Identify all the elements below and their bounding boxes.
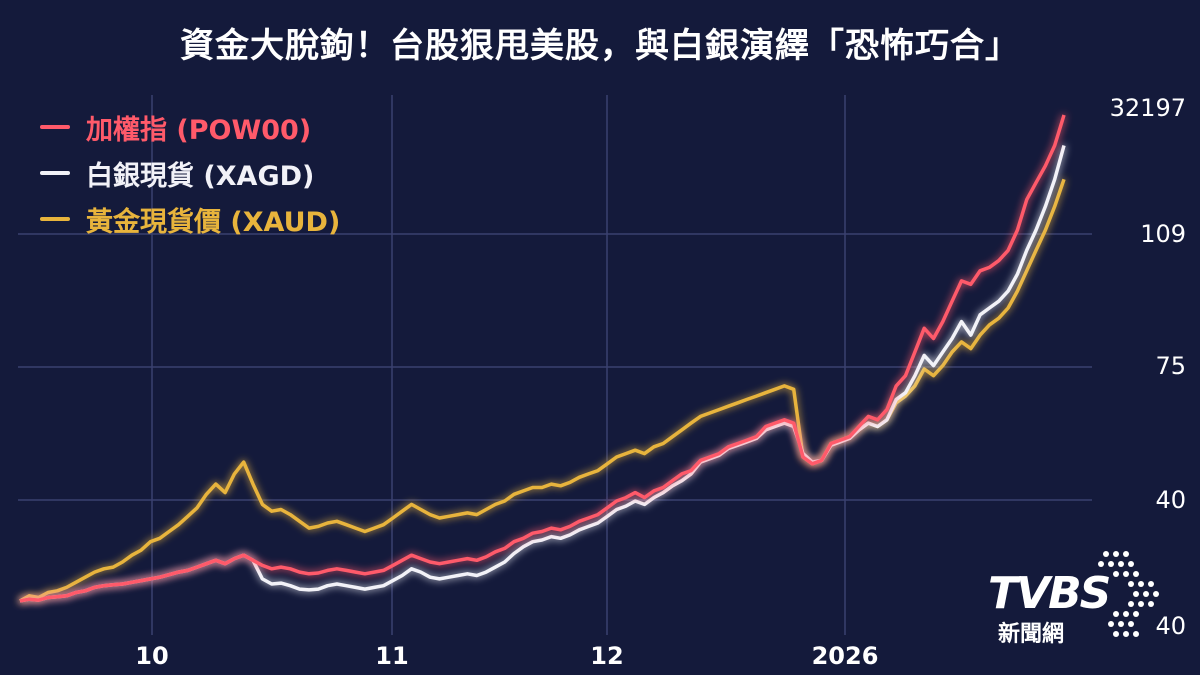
legend-swatch-gold xyxy=(40,217,70,221)
page-title: 資金大脫鉤！台股狠甩美股，與白銀演繹「恐怖巧合」 xyxy=(180,26,1020,66)
chart-legend: 加權指 (POW00) 白銀現貨 (XAGD) 黃金現貨價 (XAUD) xyxy=(40,104,340,242)
x-tick-label: 12 xyxy=(590,642,624,670)
legend-item-gold: 黃金現貨價 (XAUD) xyxy=(40,196,340,242)
legend-label-silver: 白銀現貨 (XAGD) xyxy=(86,160,315,192)
tvbs-logo: TVBS 新聞網 xyxy=(988,548,1168,648)
legend-item-taiex: 加權指 (POW00) xyxy=(40,104,340,150)
legend-label-gold: 黃金現貨價 (XAUD) xyxy=(86,206,341,238)
y-tick-label: 40 xyxy=(1155,612,1186,640)
legend-label-taiex: 加權指 (POW00) xyxy=(86,114,312,146)
y-tick-label: 40 xyxy=(1155,486,1186,514)
x-tick-label: 11 xyxy=(375,642,409,670)
chart-grid xyxy=(18,95,1092,635)
legend-swatch-taiex xyxy=(40,125,70,129)
legend-swatch-silver xyxy=(40,171,70,175)
logo-brand-text: TVBS xyxy=(988,568,1111,619)
y-tick-label: 75 xyxy=(1155,352,1186,380)
y-tick-label: 109 xyxy=(1140,220,1186,248)
logo-channel-text: 新聞網 xyxy=(998,622,1065,647)
series-layer xyxy=(19,114,1066,603)
x-tick-label: 10 xyxy=(135,642,169,670)
x-tick-label: 2026 xyxy=(811,642,879,670)
y-tick-label: 32197 xyxy=(1109,94,1186,122)
legend-item-silver: 白銀現貨 (XAGD) xyxy=(40,150,340,196)
series-line-taiex xyxy=(19,114,1066,603)
logo-dots-icon xyxy=(1098,551,1159,637)
